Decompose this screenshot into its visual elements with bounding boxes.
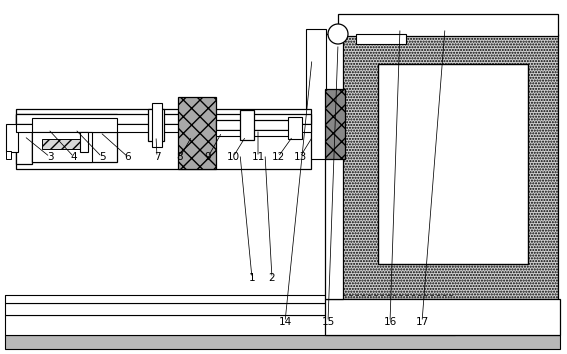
Bar xyxy=(216,130,296,136)
Bar xyxy=(378,64,528,264)
Bar xyxy=(306,29,326,159)
Bar xyxy=(288,117,302,139)
Bar xyxy=(32,132,92,162)
Bar xyxy=(42,139,87,149)
Bar xyxy=(338,14,558,36)
Text: 1: 1 xyxy=(249,273,255,283)
Bar xyxy=(32,118,117,132)
Text: 2: 2 xyxy=(269,273,276,283)
Bar xyxy=(5,303,455,315)
Bar xyxy=(6,124,18,152)
Bar xyxy=(16,124,311,132)
Text: 17: 17 xyxy=(416,317,429,327)
Circle shape xyxy=(328,24,348,44)
Bar xyxy=(16,109,311,169)
Text: 14: 14 xyxy=(278,317,291,327)
Bar xyxy=(16,114,32,164)
Bar xyxy=(338,34,558,299)
Bar xyxy=(32,114,117,162)
Bar xyxy=(6,151,11,159)
Bar xyxy=(356,34,406,44)
Text: 5: 5 xyxy=(99,152,105,162)
Text: 7: 7 xyxy=(154,152,160,162)
Bar xyxy=(240,110,254,140)
Text: 4: 4 xyxy=(71,152,77,162)
Bar xyxy=(325,299,560,335)
Bar xyxy=(5,315,455,335)
Bar xyxy=(325,89,345,159)
Text: 9: 9 xyxy=(205,152,211,162)
Text: 15: 15 xyxy=(321,317,335,327)
Bar xyxy=(80,132,88,152)
Bar xyxy=(5,295,455,303)
Text: 13: 13 xyxy=(293,152,307,162)
Bar xyxy=(5,335,560,349)
Text: 10: 10 xyxy=(226,152,240,162)
Bar xyxy=(216,120,296,130)
Bar xyxy=(178,97,216,169)
Text: 6: 6 xyxy=(125,152,132,162)
Bar xyxy=(325,34,343,299)
Text: 12: 12 xyxy=(272,152,285,162)
Text: 11: 11 xyxy=(251,152,265,162)
Text: 3: 3 xyxy=(46,152,53,162)
Bar xyxy=(148,109,164,141)
Text: 8: 8 xyxy=(177,152,183,162)
Text: 16: 16 xyxy=(383,317,397,327)
Bar xyxy=(16,114,311,124)
Bar xyxy=(152,103,162,147)
